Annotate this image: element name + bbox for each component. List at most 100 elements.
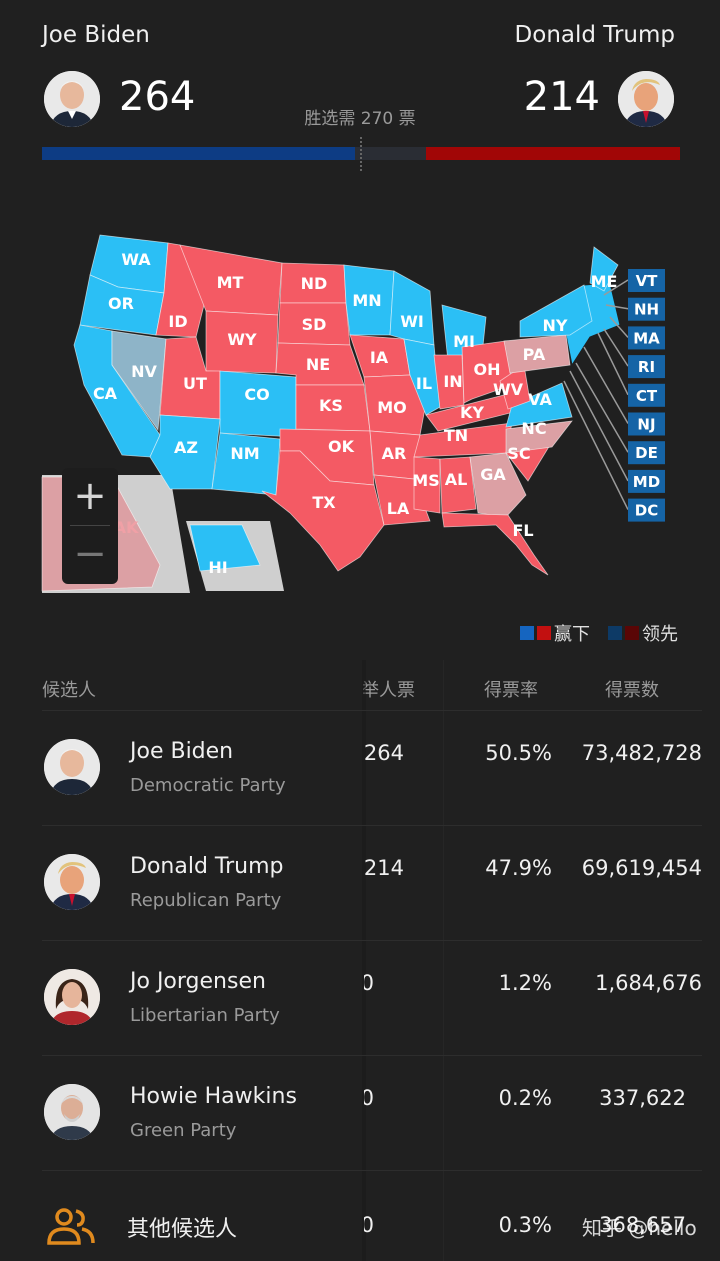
state-label-wv: WV — [493, 380, 524, 399]
zoom-divider — [70, 525, 110, 526]
state-wi[interactable] — [389, 270, 435, 346]
state-label-ia: IA — [370, 348, 389, 367]
table-row-trump[interactable]: Donald Trump Republican Party 214 47.9% … — [42, 825, 702, 939]
small-state-label-md: MD — [633, 473, 660, 491]
table-row-biden[interactable]: Joe Biden Democratic Party 264 50.5% 73,… — [42, 710, 702, 824]
table-row-jorgensen[interactable]: Jo Jorgensen Libertarian Party 0 1.2% 1,… — [42, 940, 702, 1054]
table-row-hawkins[interactable]: Howie Hawkins Green Party 0 0.2% 337,622 — [42, 1055, 702, 1169]
small-state-label-ma: MA — [633, 329, 660, 347]
state-pa[interactable] — [503, 334, 571, 374]
state-label-in: IN — [443, 372, 462, 391]
us-election-map[interactable]: WA OR CA NV ID MT WY UT CO AZ NM ND SD NE KS OK TX MN IA MO… — [0, 225, 720, 595]
state-me[interactable] — [589, 246, 619, 292]
small-state-box-de[interactable] — [628, 441, 665, 465]
state-label-fl: FL — [512, 521, 533, 540]
small-state-label-vt: VT — [636, 272, 659, 290]
small-state-box-vt[interactable] — [628, 269, 665, 292]
state-label-wi: WI — [400, 312, 424, 331]
candidate-name: Jo Jorgensen — [130, 969, 266, 994]
small-state-label-nh: NH — [634, 301, 659, 319]
small-state-box-nh[interactable] — [628, 297, 665, 321]
header-vote-count: 得票数 — [605, 680, 659, 701]
small-state-box-md[interactable] — [628, 469, 665, 493]
candidate-pct: 0.2% — [498, 1086, 552, 1110]
candidate-votes: 368,657 — [599, 1213, 686, 1237]
state-label-ut: UT — [183, 374, 207, 393]
watermark: 知乎 @hello — [582, 1216, 697, 1240]
table-row-others[interactable]: 其他候选人 0 0.3% 368,657 — [42, 1170, 702, 1261]
candidate-name: Howie Hawkins — [130, 1084, 297, 1109]
candidate-party: Libertarian Party — [130, 1005, 280, 1026]
state-tx[interactable] — [261, 450, 385, 572]
state-il[interactable] — [403, 338, 441, 416]
header-candidate: 候选人 — [42, 680, 96, 701]
state-va[interactable] — [505, 382, 573, 428]
state-label-mn: MN — [352, 291, 381, 310]
candidate-party: Republican Party — [130, 890, 282, 911]
state-nv[interactable] — [111, 330, 167, 432]
small-state-box-ri[interactable] — [628, 355, 665, 379]
state-co[interactable] — [219, 370, 297, 438]
state-label-tx: TX — [312, 493, 336, 512]
small-state-box-ct[interactable] — [628, 383, 665, 407]
state-oh[interactable] — [461, 340, 513, 404]
legend-leading-label: 领先 — [642, 624, 678, 645]
state-al[interactable] — [439, 456, 477, 514]
state-nm[interactable] — [211, 432, 281, 496]
state-label-pa: PA — [523, 345, 546, 364]
state-label-ks: KS — [319, 396, 343, 415]
state-label-ky: KY — [460, 403, 484, 422]
biden-avatar — [44, 71, 100, 127]
state-label-wy: WY — [227, 330, 257, 349]
state-nc[interactable] — [505, 420, 573, 454]
column-separator — [443, 660, 444, 1261]
state-label-nv: NV — [131, 362, 157, 381]
small-state-label-ri: RI — [638, 358, 655, 376]
state-ga[interactable] — [469, 452, 527, 518]
candidate-ev: 0 — [364, 971, 374, 995]
electoral-vote-bar — [42, 137, 680, 171]
state-ny[interactable] — [519, 284, 593, 338]
map-zoom-control: + − — [62, 468, 118, 584]
legend-rep-win-swatch — [537, 626, 551, 640]
state-label-me: ME — [591, 272, 618, 291]
sticky-column-shadow — [362, 660, 366, 1261]
state-mo[interactable] — [363, 374, 427, 436]
leader-line-nh — [605, 304, 629, 310]
candidate-ev: 264 — [364, 741, 404, 765]
candidate-pct: 1.2% — [498, 971, 552, 995]
small-state-label-de: DE — [635, 444, 658, 462]
candidate-name: 其他候选人 — [127, 1217, 238, 1242]
biden-ev-fill — [42, 147, 356, 160]
state-mn[interactable] — [343, 264, 395, 336]
state-fl[interactable] — [441, 512, 549, 576]
small-state-label-dc: DC — [635, 502, 658, 520]
state-label-oh: OH — [474, 360, 501, 379]
state-az[interactable] — [149, 414, 221, 490]
biden-electoral-votes: 264 — [119, 74, 196, 120]
map-legend: 赢下 领先 — [520, 620, 678, 646]
state-label-ms: MS — [412, 471, 439, 490]
leader-line-ct — [597, 332, 629, 396]
candidate-pct: 47.9% — [485, 856, 552, 880]
hawkins-photo — [44, 1084, 100, 1140]
jorgensen-photo — [44, 969, 100, 1025]
state-label-nc: NC — [521, 419, 546, 438]
biden-photo — [44, 739, 100, 795]
small-state-box-nj[interactable] — [628, 412, 665, 436]
candidate-pct: 50.5% — [485, 741, 552, 765]
zoom-in-button[interactable]: + — [73, 473, 107, 519]
state-label-al: AL — [445, 470, 468, 489]
votes-needed-label: 胜选需 270 票 — [304, 109, 416, 129]
candidate-ev: 214 — [364, 856, 404, 880]
state-label-il: IL — [416, 374, 432, 393]
leader-line-ma — [609, 316, 629, 338]
small-state-box-dc[interactable] — [628, 498, 665, 522]
state-label-co: CO — [244, 385, 269, 404]
small-state-box-ma[interactable] — [628, 326, 665, 350]
state-ms[interactable] — [413, 456, 441, 514]
candidate-pct: 0.3% — [498, 1213, 552, 1237]
state-hi[interactable] — [189, 524, 261, 572]
zoom-out-button[interactable]: − — [73, 531, 107, 577]
state-label-ne: NE — [306, 355, 330, 374]
